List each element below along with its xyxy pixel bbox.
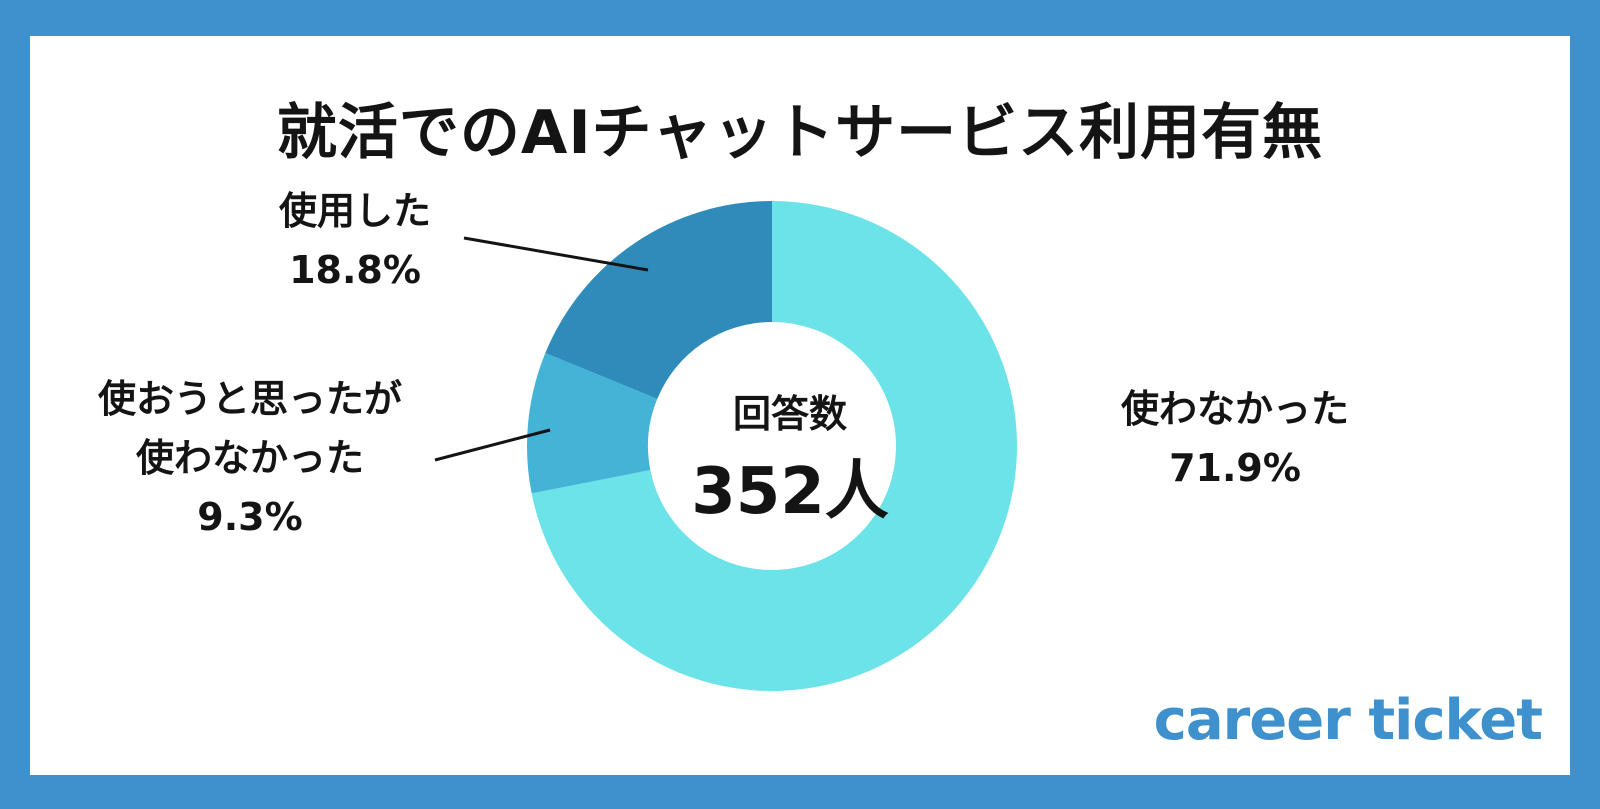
slice-used: [545, 200, 772, 399]
leader-line-intended-but-not-used: [434, 428, 551, 462]
career-ticket-logo: career ticket: [1153, 688, 1543, 753]
slice-intended-but-not-used: [527, 352, 658, 494]
slice-label-intended-but-not-used: 使おうと思ったが 使わなかった 9.3%: [65, 370, 435, 547]
slice-label-percent: 71.9%: [1169, 445, 1301, 490]
center-total-label: 回答数: [732, 392, 847, 436]
slice-label-text: 使おうと思ったが: [97, 377, 402, 421]
slice-label-text: 使用した: [278, 189, 431, 233]
slice-label-used: 使用した 18.8%: [255, 182, 455, 300]
slice-label-percent: 18.8%: [289, 247, 421, 292]
slice-label-text: 使わなかった: [135, 435, 364, 480]
leader-line-used: [463, 236, 649, 272]
chart-title: 就活でのAIチャットサービス利用有無: [276, 98, 1324, 168]
slice-label-text: 使わなかった: [1120, 387, 1349, 431]
center-total-value: 352人: [691, 455, 889, 529]
slice-label-percent: 9.3%: [197, 494, 303, 539]
slice-label-not-used: 使わなかった 71.9%: [1105, 380, 1365, 498]
slice-not-used: [531, 201, 1017, 691]
